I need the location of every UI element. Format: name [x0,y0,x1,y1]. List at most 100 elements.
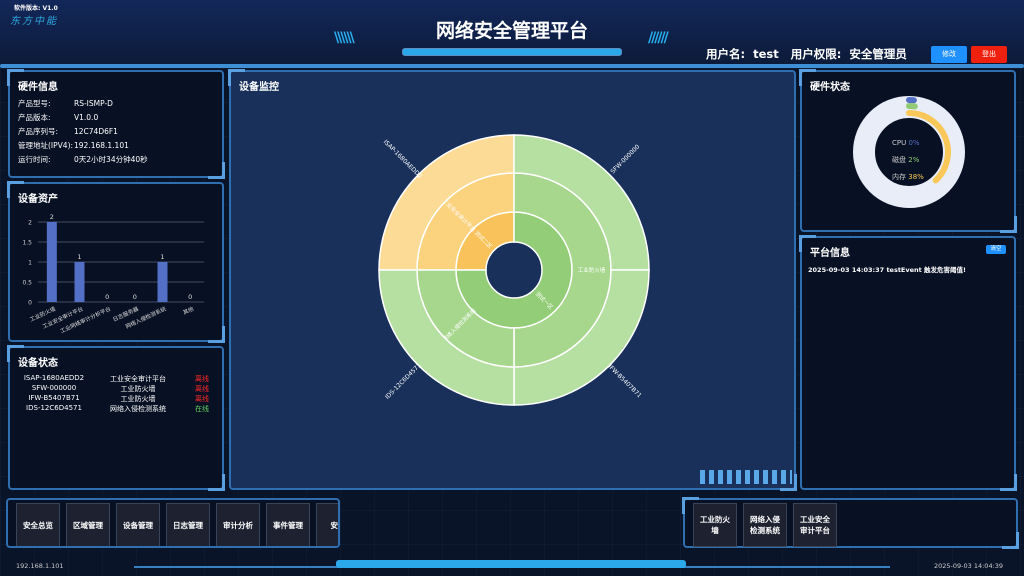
header-divider [0,64,1024,68]
nav-item-0[interactable]: 安全总览 [16,503,60,546]
info-row: 管理地址(IPV4):192.168.1.101 [18,140,129,151]
bar [46,222,57,302]
bar-value-label: 1 [77,253,81,261]
nav-item-6[interactable]: 安全 [316,503,338,546]
gauge-legend-item: 磁盘 2% [892,152,924,169]
info-label: 产品序列号: [18,127,59,136]
panel-title: 平台信息 [810,248,850,259]
info-value: 192.168.1.101 [74,141,129,150]
device-type: 工业防火墙 [120,395,156,403]
info-value: 12C74D6F1 [74,127,118,136]
device-nav-item-0[interactable]: 工业防火墙 [693,503,737,547]
bar-value-label: 0 [188,293,192,301]
sunburst-label: IFW-B5407B71 [607,363,643,399]
y-tick-label: 0.5 [22,280,32,287]
info-value: 0天2小时34分钟40秒 [74,155,148,164]
device-status: 离线 [195,385,209,393]
panel-title: 硬件状态 [810,82,850,93]
title-glow-bar [402,48,622,56]
nav-item-3[interactable]: 日志管理 [166,503,210,546]
device-id: SFW-000000 [31,384,77,392]
device-row: ISAP-1680AEDD2 工业安全审计平台 离线 [10,374,226,384]
info-label: 管理地址(IPV4): [18,141,74,150]
device-sunburst-chart: 测试二区测试一区工业安全审计平台工业防火墙网络入侵检测系统ISAP-1680AE… [378,134,650,406]
hardware-info-panel: 硬件信息 产品型号: RS-ISMP-D 产品版本: V1.0.0 产品序列号: 12C7… [7,69,225,179]
platform-info-panel: 平台信息 清空 2025-09-03 14:03:37 testEvent 触发… [799,235,1017,491]
bar-value-label: 1 [160,253,164,261]
gauge-label: 磁盘 [892,156,906,164]
decoration-bars [700,470,792,484]
logo: 东方中能 [10,16,58,27]
device-type: 工业防火墙 [120,385,156,393]
edit-button[interactable]: 修改 [931,46,967,63]
page-title: 网络安全管理平台 [435,20,588,42]
gauge-arc [906,110,951,184]
software-version: 软件版本: V1.0 [14,5,58,12]
device-status: 离线 [195,375,209,383]
info-label: 产品版本: [18,113,51,122]
device-assets-panel: 设备资产 0 0.5 1 1.5 2 2 工业防火墙 1 工业安全审计平台 0 工业网络审计分析平台… [7,181,225,343]
footer-time: 2025-09-03 14:04:39 [934,562,1004,570]
bar-value-label: 2 [50,213,54,221]
device-nav-item-1[interactable]: 网络入侵检测系统 [743,503,787,547]
x-tick-label: 网络入侵检测系统 [124,304,168,330]
y-tick-label: 1.5 [22,240,32,247]
device-nav-bar: 工业防火墙 网络入侵检测系统 工业安全审计平台 [682,497,1019,549]
platform-message: 2025-09-03 14:03:37 testEvent 触发危害阈值! [808,266,966,274]
device-status-panel: 设备状态 ISAP-1680AEDD2 工业安全审计平台 离线 SFW-000000 工… [7,345,226,491]
bar-value-label: 0 [133,293,137,301]
gauge-value: 38% [908,173,924,181]
device-status: 离线 [195,395,209,403]
info-label: 产品型号: [18,99,51,108]
bar [74,262,85,302]
sunburst-label: ISAP-1680AEDD2 [382,139,424,181]
device-nav-item-2[interactable]: 工业安全审计平台 [793,503,837,547]
title-decoration-left: \\\\\\ [334,30,355,46]
main-nav-bar: 安全总览区域管理设备管理日志管理审计分析事件管理安全 [6,498,340,548]
device-monitor-panel: 设备监控 测试二区 测试一区 工业安全审计平台 工业防火墙 网络入侵检测系统 ISAP-1… [228,69,797,491]
sunburst-label: 工业防火墙 [578,266,606,274]
bar [157,262,168,302]
nav-item-5[interactable]: 事件管理 [266,503,310,546]
sunburst-segment[interactable] [378,269,515,406]
info-row: 产品型号: RS-ISMP-D [18,98,113,109]
panel-title: 设备监控 [239,82,279,93]
device-type: 网络入侵检测系统 [110,405,166,413]
nav-item-1[interactable]: 区域管理 [66,503,110,546]
hardware-usage-gauge [853,96,965,208]
logout-button[interactable]: 登出 [971,46,1007,63]
nav-item-4[interactable]: 审计分析 [216,503,260,546]
clear-button[interactable]: 清空 [986,245,1006,254]
device-id: IDS-12C6D4571 [26,404,82,412]
gauge-label: CPU [892,139,907,147]
user-info: 用户名: test 用户权限: 安全管理员 [706,47,907,61]
asset-bar-chart: 00.511.522工业防火墙1工业安全审计平台0工业网络审计分析平台0日志服务… [22,213,204,335]
gauge-legend-item: CPU 0% [892,135,924,152]
device-id: ISAP-1680AEDD2 [23,374,85,382]
device-status: 在线 [195,405,209,413]
gauge-value: 0% [908,139,920,147]
device-type: 工业安全审计平台 [110,375,166,383]
nav-item-2[interactable]: 设备管理 [116,503,160,546]
x-tick-label: 其他 [182,304,196,316]
footer-glow-bar [336,560,686,568]
device-row: IFW-B5407B71 工业防火墙 离线 [10,394,226,404]
gauge-legend-item: 内存 38% [892,169,924,186]
info-value: RS-ISMP-D [74,99,113,108]
info-label: 运行时间: [18,155,51,164]
sunburst-label: SFW-000000 [609,143,641,175]
footer-ip: 192.168.1.101 [16,562,64,570]
device-id: IFW-B5407B71 [28,394,80,402]
gauge-value: 2% [908,156,920,164]
device-row: SFW-000000 工业防火墙 离线 [10,384,226,394]
panel-title: 设备状态 [18,358,58,369]
info-row: 产品版本: V1.0.0 [18,112,98,123]
hardware-status-panel: 硬件状态 CPU 0% 磁盘 2% 内存 38% [799,69,1017,233]
y-tick-label: 0 [28,300,32,307]
bar-value-label: 0 [105,293,109,301]
title-decoration-right: ////// [648,30,669,46]
device-row: IDS-12C6D4571 网络入侵检测系统 在线 [10,404,226,414]
panel-title: 硬件信息 [18,82,58,93]
y-tick-label: 2 [28,220,32,227]
sunburst-label: IDS-12C6D4571 [384,362,423,401]
